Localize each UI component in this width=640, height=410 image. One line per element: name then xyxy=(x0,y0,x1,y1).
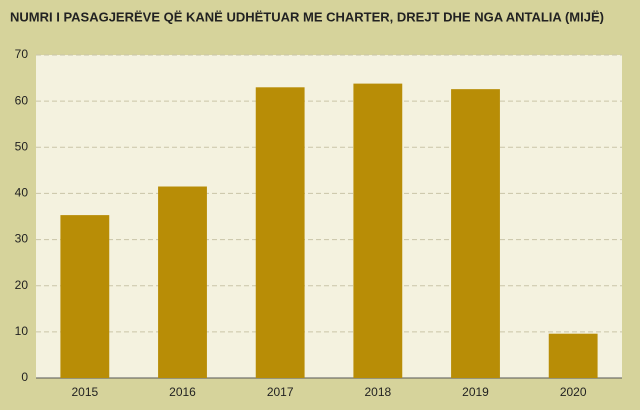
y-tick-label: 10 xyxy=(15,324,29,338)
y-tick-label: 70 xyxy=(15,47,29,61)
y-tick-label: 20 xyxy=(15,278,29,292)
chart-title: NUMRI I PASAGJERËVE QË KANË UDHËTUAR ME … xyxy=(10,9,604,24)
bar xyxy=(60,215,110,378)
bar xyxy=(353,83,403,378)
x-tick-label: 2018 xyxy=(364,385,391,399)
bar xyxy=(548,333,598,378)
x-tick-label: 2017 xyxy=(267,385,294,399)
y-tick-label: 60 xyxy=(15,93,29,107)
bar xyxy=(255,87,305,379)
x-tick-label: 2020 xyxy=(560,385,587,399)
y-tick-label: 50 xyxy=(15,139,29,153)
y-tick-label: 30 xyxy=(15,232,29,246)
x-tick-label: 2016 xyxy=(169,385,196,399)
bar xyxy=(158,186,207,378)
y-tick-label: 0 xyxy=(21,370,28,384)
y-tick-label: 40 xyxy=(15,186,29,200)
plot-area xyxy=(36,55,622,378)
x-tick-label: 2019 xyxy=(462,385,489,399)
bar xyxy=(451,89,500,378)
x-tick-label: 2015 xyxy=(71,385,98,399)
